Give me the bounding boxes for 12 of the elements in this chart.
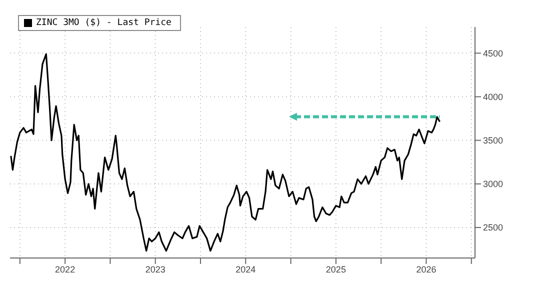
x-tick-label: 2024 (236, 264, 256, 274)
x-tick-label: 2025 (326, 264, 346, 274)
x-tick-label: 2022 (55, 264, 76, 274)
y-tick-label: 2500 (483, 222, 504, 233)
y-tick-label: 4000 (483, 92, 504, 102)
x-tick-label: 2026 (416, 264, 436, 274)
line-series (10, 53, 441, 252)
y-tick-label: 4500 (483, 48, 504, 58)
x-tick-label: 2023 (145, 264, 166, 274)
y-tick-label: 3000 (483, 179, 504, 190)
y-tick-label: 3500 (483, 136, 504, 146)
legend-label: ZINC 3MO ($) - Last Price (36, 18, 172, 28)
